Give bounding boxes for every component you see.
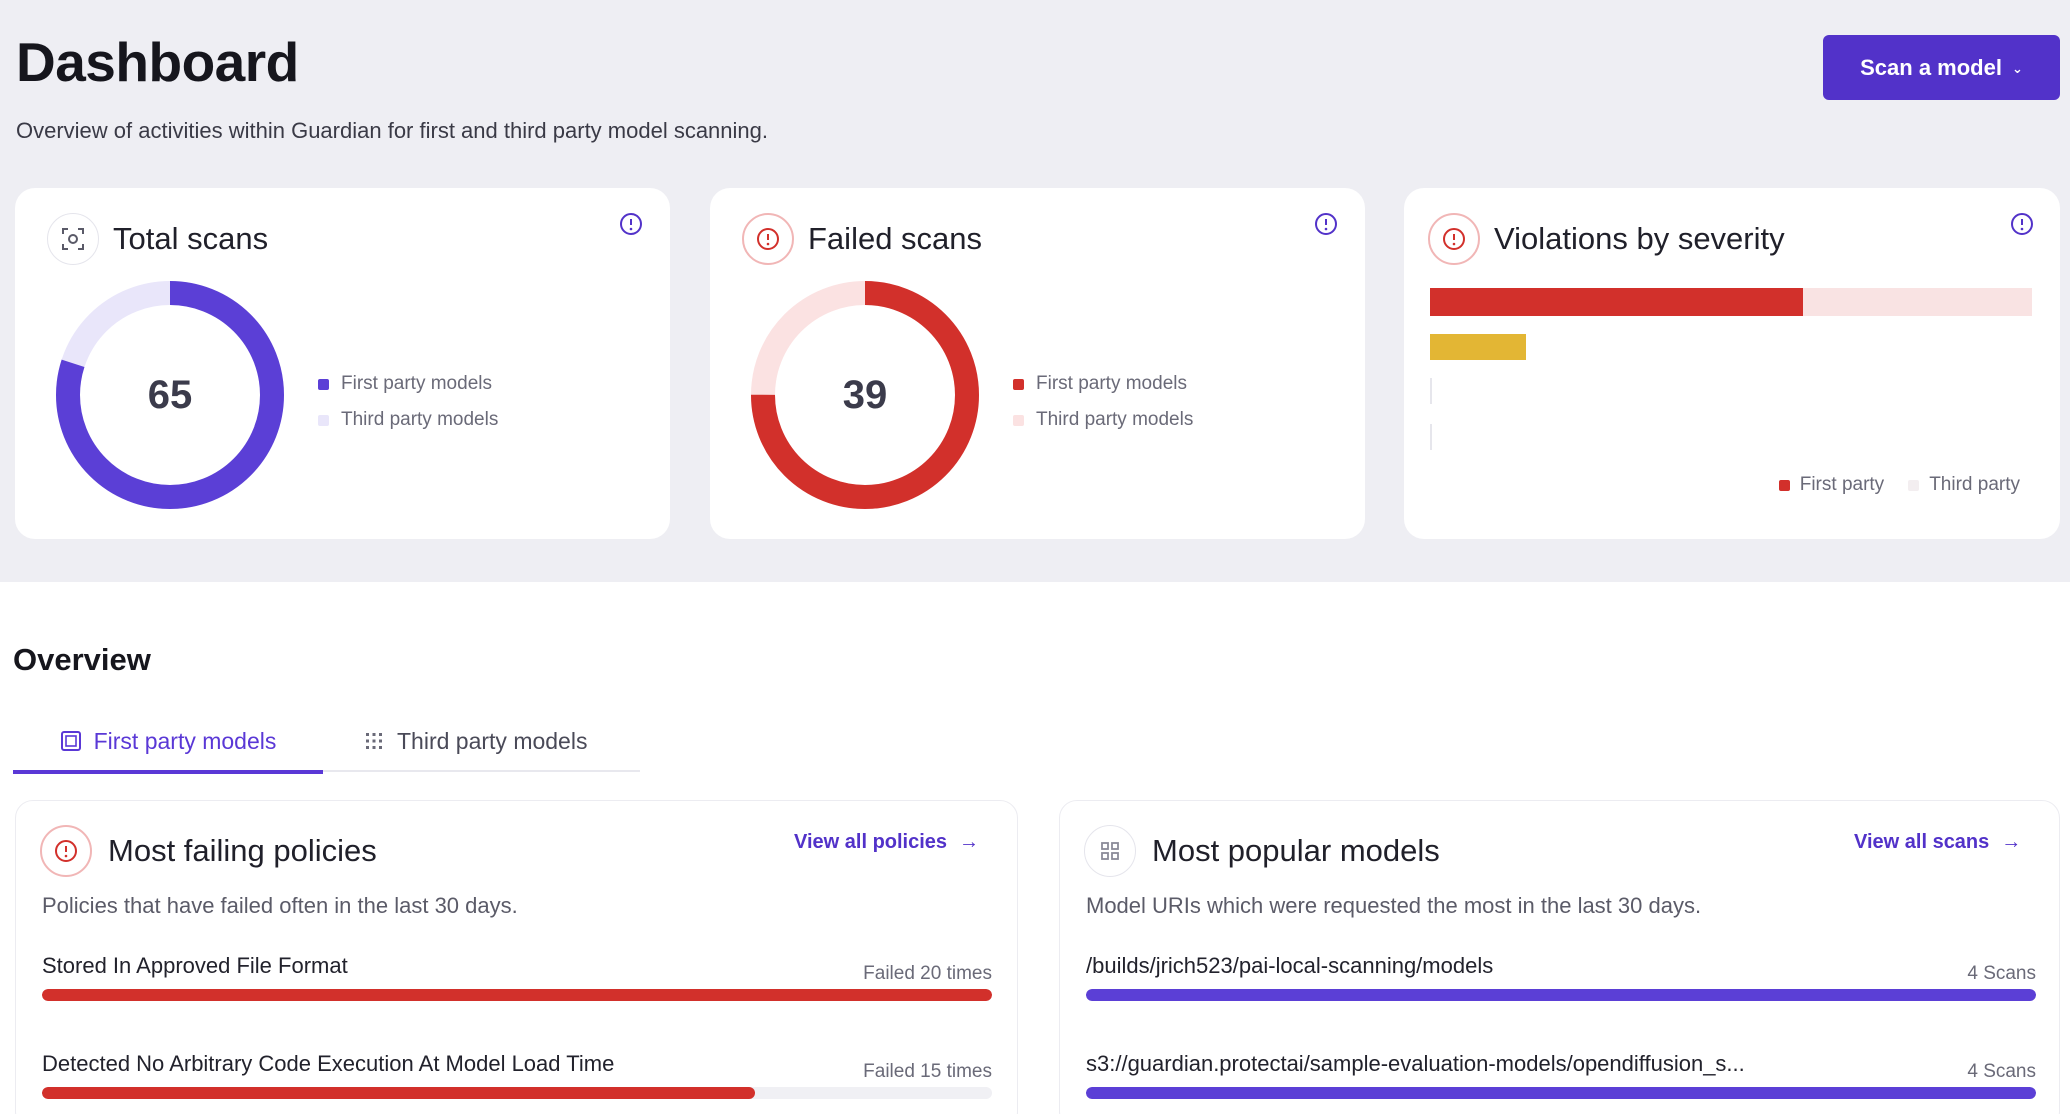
legend-swatch xyxy=(318,414,329,426)
overview-title: Overview xyxy=(13,642,151,677)
legend-swatch xyxy=(1908,479,1920,491)
model-bar-track xyxy=(1086,989,2036,1001)
page-subtitle: Overview of activities within Guardian f… xyxy=(16,118,768,143)
legend-swatch xyxy=(1013,378,1024,390)
legend-swatch xyxy=(1013,414,1024,426)
panel-title: Most failing policies xyxy=(108,833,377,868)
failed-scans-legend: First party models Third party models xyxy=(1013,366,1193,438)
donut-first-party-arc xyxy=(56,281,284,509)
model-uri: /builds/jrich523/pai-local-scanning/mode… xyxy=(1086,953,1494,978)
page-title: Dashboard xyxy=(16,31,299,93)
failed-scans-donut xyxy=(751,281,979,509)
total-scans-donut xyxy=(56,281,284,509)
info-icon[interactable] xyxy=(619,212,643,236)
model-bar-fill xyxy=(1086,1087,2036,1099)
arrow-right-icon: → xyxy=(959,831,980,853)
legend-label: First party models xyxy=(1036,373,1187,394)
alert-icon xyxy=(742,213,794,265)
critical-first-party-fill xyxy=(1430,288,1804,316)
legend-label: Third party xyxy=(1929,474,2020,495)
total-scans-title: Total scans xyxy=(113,221,269,256)
policy-bar-fill xyxy=(42,989,992,1001)
legend-swatch xyxy=(1778,479,1790,491)
legend-label: Third party models xyxy=(1036,409,1194,430)
scan-model-button[interactable]: Scan a model ⌄ xyxy=(1823,35,2060,100)
legend-item: Third party models xyxy=(318,402,498,438)
link-label: View all policies xyxy=(794,831,948,853)
link-label: View all scans xyxy=(1854,831,1990,853)
chevron-down-icon: ⌄ xyxy=(2011,60,2023,76)
info-icon[interactable] xyxy=(1314,212,1338,236)
grid-icon xyxy=(1084,825,1136,877)
total-scans-card: Total scans 65 First party models Third … xyxy=(15,188,670,539)
legend-swatch xyxy=(318,378,329,390)
view-all-policies-link[interactable]: View all policies → xyxy=(794,831,979,854)
overview-tabs: First party models Third party models xyxy=(13,712,640,774)
tab-first-party-models[interactable]: First party models xyxy=(13,712,323,774)
model-scan-count: 4 Scans xyxy=(1967,1061,2036,1082)
model-bar-fill xyxy=(1086,989,2036,1001)
legend-item: First party xyxy=(1778,474,1885,496)
policy-bar-track xyxy=(42,989,992,1001)
policy-name: Detected No Arbitrary Code Execution At … xyxy=(42,1051,615,1076)
info-icon[interactable] xyxy=(2010,212,2034,236)
alert-icon xyxy=(40,825,92,877)
panel-subtitle: Model URIs which were requested the most… xyxy=(1086,893,1702,918)
tab-label: Third party models xyxy=(397,727,588,754)
total-scans-legend: First party models Third party models xyxy=(318,366,498,438)
violations-title: Violations by severity xyxy=(1494,221,1785,256)
model-icon xyxy=(60,731,81,751)
model-uri: s3://guardian.protectai/sample-evaluatio… xyxy=(1086,1051,1745,1076)
grid-icon xyxy=(366,733,382,749)
legend-item: First party models xyxy=(318,366,498,402)
total-scans-value: 65 xyxy=(147,372,193,417)
high-severity-bar xyxy=(1430,334,1527,360)
failed-scans-title: Failed scans xyxy=(808,221,983,256)
policy-bar-fill xyxy=(42,1087,755,1099)
arrow-right-icon: → xyxy=(2001,831,2022,853)
alert-icon xyxy=(1428,213,1480,265)
failed-scans-card: Failed scans 39 First party models Third… xyxy=(710,188,1365,539)
critical-severity-bar xyxy=(1430,288,2032,316)
medium-severity-bar xyxy=(1430,378,1432,404)
legend-label: First party xyxy=(1799,474,1885,495)
most-failing-policies-panel: Most failing policies View all policies … xyxy=(15,800,1018,1114)
policy-fail-count: Failed 15 times xyxy=(863,1061,992,1082)
low-severity-bar xyxy=(1430,424,1432,450)
model-bar-track xyxy=(1086,1087,2036,1099)
legend-label: First party models xyxy=(341,373,492,394)
violations-legend: First party Third party xyxy=(1778,474,2020,496)
tab-label: First party models xyxy=(93,727,277,754)
donut-first-party-arc xyxy=(751,281,979,509)
legend-label: Third party models xyxy=(341,409,499,430)
legend-item: Third party models xyxy=(1013,402,1193,438)
panel-title: Most popular models xyxy=(1152,833,1440,868)
legend-item: First party models xyxy=(1013,366,1193,402)
view-all-scans-link[interactable]: View all scans → xyxy=(1854,831,2021,854)
tab-third-party-models[interactable]: Third party models xyxy=(363,712,587,770)
most-popular-models-panel: Most popular models View all scans → Mod… xyxy=(1059,800,2060,1114)
failed-scans-value: 39 xyxy=(842,372,888,417)
model-scan-count: 4 Scans xyxy=(1967,963,2036,984)
scan-icon xyxy=(47,213,99,265)
scan-model-button-label: Scan a model xyxy=(1860,54,2002,80)
policy-bar-track xyxy=(42,1087,992,1099)
policy-fail-count: Failed 20 times xyxy=(863,963,992,984)
policy-name: Stored In Approved File Format xyxy=(42,953,348,978)
legend-item: Third party xyxy=(1908,474,2020,496)
violations-card: Violations by severity First party Third… xyxy=(1404,188,2060,539)
panel-subtitle: Policies that have failed often in the l… xyxy=(42,893,518,918)
